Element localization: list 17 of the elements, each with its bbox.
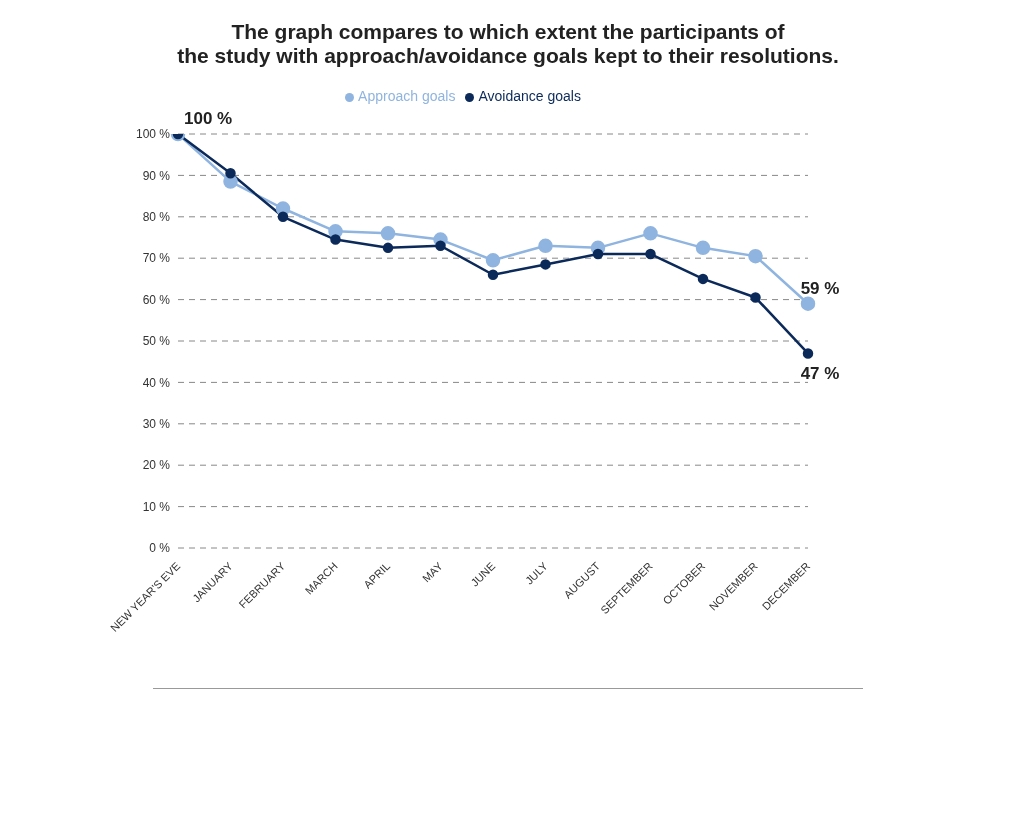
y-tick-label: 70 % <box>142 251 171 266</box>
data-label: 100 % <box>184 109 233 128</box>
legend-label: Approach goals <box>358 88 456 104</box>
y-tick-label: 100 % <box>135 127 171 142</box>
y-tick-label: 0 % <box>149 541 171 556</box>
y-tick-label: 50 % <box>142 334 171 349</box>
data-label: 47 % <box>800 364 840 384</box>
y-tick-label: 30 % <box>142 417 171 432</box>
y-tick-label: 90 % <box>142 168 171 183</box>
y-tick-label: 20 % <box>142 458 171 473</box>
y-tick-label: 60 % <box>142 292 171 307</box>
y-tick-label: 40 % <box>142 375 171 390</box>
legend-label: Avoidance goals <box>478 88 581 104</box>
chart-title: The graph compares to which extent the participants of the study with approach/avoidance goals kept to their resolutions. <box>176 20 840 68</box>
data-label: 59 % <box>800 278 840 298</box>
y-tick-label: 10 % <box>142 499 171 514</box>
y-tick-label: 80 % <box>142 210 171 225</box>
